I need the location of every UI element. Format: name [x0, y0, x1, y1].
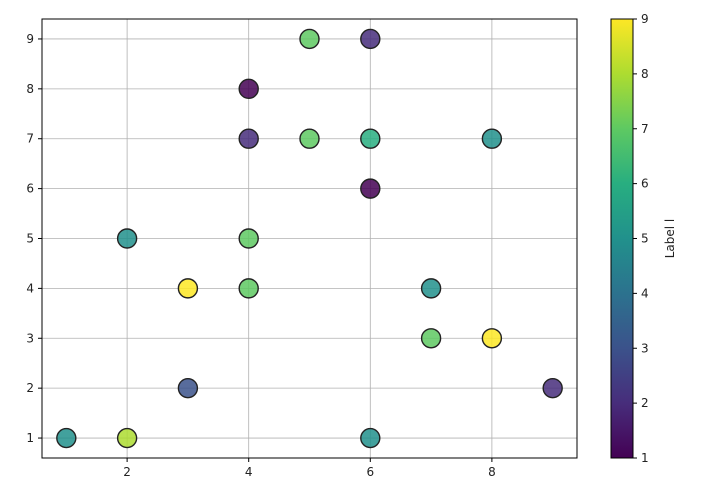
x-tick-label: 6 [366, 465, 374, 479]
colorbar-tick-label: 9 [641, 12, 649, 26]
scatter-point [177, 278, 199, 299]
y-tick-label: 8 [26, 82, 34, 96]
scatter-point [238, 128, 259, 149]
colorbar: 1 2 3 4 5 6 7 8 9 Label l [610, 12, 677, 465]
colorbar-tick-label: 5 [641, 232, 649, 246]
y-tick-label: 5 [26, 232, 34, 246]
colorbar-tick-label: 3 [641, 341, 649, 355]
scatter-point [360, 178, 381, 199]
scatter-point [481, 328, 503, 349]
y-tick-label: 3 [26, 331, 34, 345]
y-tick-label: 6 [26, 182, 34, 196]
x-tick-label: 8 [488, 465, 496, 479]
scatter-point [238, 278, 259, 299]
colorbar-label: Label l [663, 219, 677, 259]
colorbar-tick-label: 2 [641, 396, 649, 410]
colorbar-tick-label: 6 [641, 177, 649, 191]
colorbar-tick-label: 1 [641, 451, 649, 465]
colorbar-tick-label: 8 [641, 67, 649, 81]
scatter-point [238, 228, 259, 249]
x-tick-label: 4 [245, 465, 253, 479]
scatter-point [116, 427, 138, 449]
colorbar-tick-label: 7 [641, 122, 649, 136]
scatter-point [542, 377, 563, 399]
y-tick-label: 4 [26, 281, 34, 295]
colorbar-tick-label: 4 [641, 286, 649, 300]
scatter-point [360, 128, 381, 149]
scatter-point [360, 427, 381, 449]
colorbar-gradient [610, 18, 634, 459]
y-tick-label: 7 [26, 132, 34, 146]
axes: 2 4 6 8 1 2 3 4 5 6 7 8 9 [26, 18, 578, 479]
scatter-point [177, 377, 199, 399]
y-tick-label: 9 [26, 32, 34, 46]
scatter-point [420, 278, 442, 299]
scatter-point [299, 128, 320, 149]
scatter-point [420, 328, 442, 349]
y-tick-label: 2 [26, 381, 34, 395]
scatter-point [238, 78, 259, 100]
scatter-point [299, 28, 320, 50]
y-tick-label: 1 [26, 431, 34, 445]
scatter-point [481, 128, 503, 149]
scatter-point [56, 427, 77, 449]
scatter-points [56, 28, 563, 449]
x-tick-label: 2 [123, 465, 131, 479]
scatter-point [116, 228, 138, 249]
scatter-point [360, 28, 381, 50]
